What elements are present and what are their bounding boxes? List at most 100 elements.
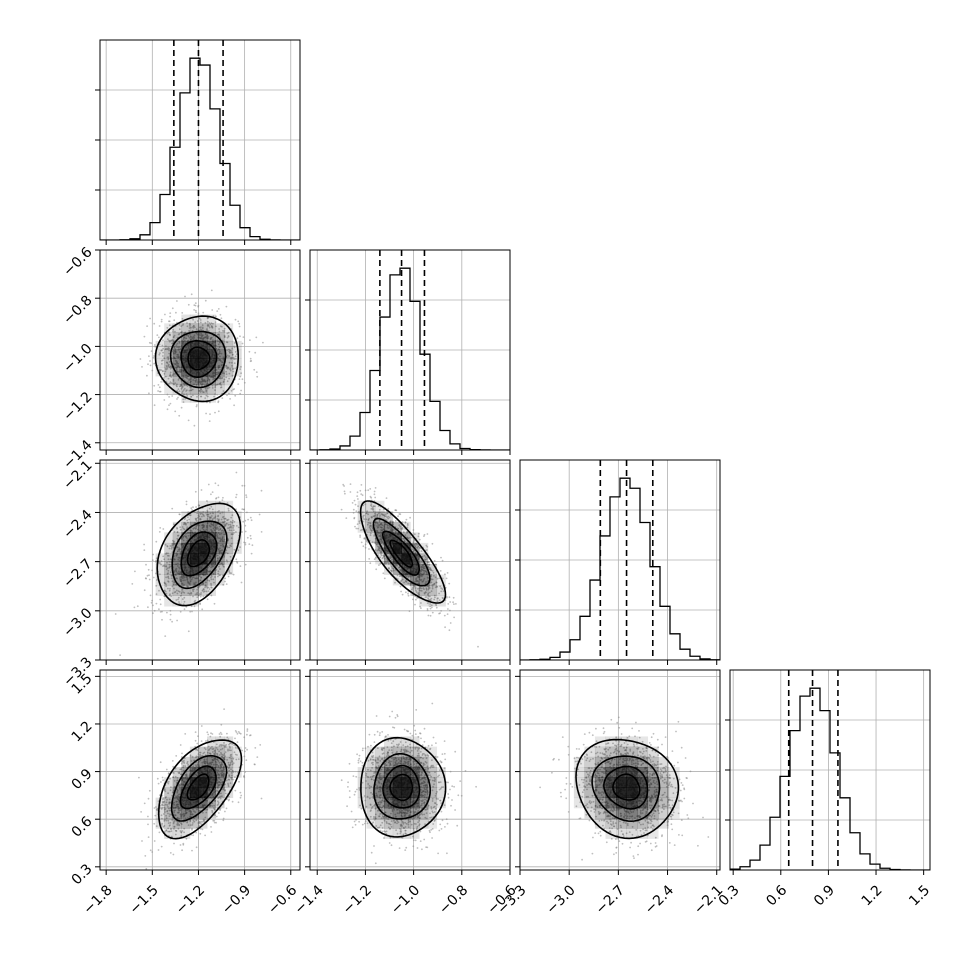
scatter-point [418, 589, 421, 592]
scatter-point [156, 334, 159, 336]
scatter-point [229, 368, 232, 370]
scatter-point [176, 531, 179, 534]
scatter-point [213, 526, 216, 528]
scatter-point [433, 598, 436, 601]
scatter-point [170, 366, 173, 368]
scatter-point [202, 524, 205, 527]
scatter-point [178, 570, 180, 573]
scatter-point [433, 582, 436, 585]
scatter-point [379, 514, 381, 516]
scatter-point [250, 537, 252, 540]
scatter-point [181, 390, 184, 393]
scatter-point [188, 330, 190, 332]
scatter-point [247, 518, 250, 521]
scatter-point [196, 596, 199, 599]
scatter-point [380, 533, 382, 536]
scatter-point [181, 577, 184, 580]
scatter-point [228, 546, 231, 549]
scatter-point [420, 566, 422, 569]
scatter-point [179, 567, 182, 570]
density-cell [181, 332, 191, 342]
scatter-point [173, 558, 176, 561]
scatter-point [217, 511, 219, 513]
scatter-point [155, 825, 158, 827]
density-cell [181, 563, 191, 575]
scatter-point [198, 334, 201, 337]
scatter-point [423, 554, 426, 557]
scatter-point [176, 342, 179, 345]
scatter-point [422, 587, 425, 589]
scatter-point [446, 613, 449, 615]
scatter-point [401, 521, 404, 524]
scatter-point [260, 531, 263, 533]
scatter-point [191, 822, 194, 824]
scatter-point [131, 583, 134, 585]
scatter-point [355, 510, 358, 513]
scatter-point [216, 393, 219, 396]
scatter-point [427, 560, 429, 563]
scatter-point [362, 504, 365, 507]
scatter-point [412, 529, 415, 531]
contour-2 [180, 531, 218, 577]
scatter-point [387, 555, 390, 558]
scatter-point [220, 364, 223, 367]
scatter-point [200, 381, 202, 383]
scatter-point [217, 514, 220, 517]
scatter-point [228, 572, 231, 574]
scatter-point [354, 525, 356, 528]
scatter-point [172, 583, 175, 586]
scatter-point [204, 333, 207, 335]
scatter-point [230, 525, 232, 528]
scatter-point [376, 534, 379, 536]
density-cell [224, 340, 234, 351]
scatter-point [417, 532, 420, 535]
scatter-point [169, 381, 172, 384]
scatter-point [208, 588, 211, 590]
scatter-point [369, 527, 372, 530]
scatter-point [177, 348, 180, 351]
scatter-point [222, 330, 224, 332]
scatter-point [447, 603, 450, 605]
scatter-point [202, 591, 205, 593]
scatter-point [397, 528, 400, 530]
scatter-point [195, 405, 198, 408]
scatter-point [244, 771, 247, 773]
scatter-point [412, 598, 414, 601]
scatter-point [176, 389, 179, 392]
scatter-point [170, 339, 173, 342]
panel-2-2 [515, 459, 721, 665]
scatter-point [178, 328, 181, 331]
density-cell [155, 367, 165, 377]
scatter-point [181, 583, 184, 585]
density-cell [198, 323, 208, 333]
scatter-point [225, 373, 228, 375]
density-cell [375, 542, 385, 554]
scatter-point [230, 542, 233, 545]
scatter-point [249, 357, 252, 360]
scatter-point [200, 489, 203, 491]
density-cell [189, 393, 199, 403]
density-cell [207, 521, 217, 533]
scatter-point [147, 568, 150, 571]
scatter-point [176, 398, 178, 400]
scatter-point [439, 612, 441, 614]
scatter-point [193, 605, 196, 608]
scatter-point [208, 330, 210, 332]
scatter-point [178, 590, 181, 593]
scatter-point [197, 594, 200, 597]
contour-0 [359, 500, 447, 604]
scatter-point [235, 531, 237, 533]
panel-frame [99, 39, 301, 241]
scatter-point [407, 537, 410, 540]
scatter-point [230, 351, 233, 354]
scatter-point [198, 385, 201, 387]
scatter-point [378, 524, 380, 527]
scatter-point [186, 325, 189, 328]
scatter-point [410, 536, 413, 539]
scatter-point [431, 611, 434, 614]
scatter-point [196, 742, 199, 745]
scatter-point [376, 549, 379, 552]
scatter-point [169, 545, 172, 547]
scatter-point [218, 359, 221, 362]
scatter-point [226, 349, 228, 351]
